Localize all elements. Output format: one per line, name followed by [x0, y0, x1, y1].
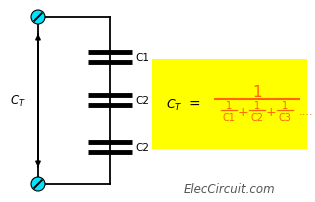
- Text: C1: C1: [223, 113, 235, 123]
- Circle shape: [31, 177, 45, 191]
- Circle shape: [31, 11, 45, 25]
- Bar: [152, 60, 307, 149]
- Text: ....: ....: [299, 107, 313, 117]
- Text: C2: C2: [135, 96, 149, 105]
- Text: +: +: [238, 105, 248, 118]
- Text: =: =: [188, 98, 200, 112]
- Text: +: +: [266, 105, 276, 118]
- Text: 1: 1: [226, 101, 232, 111]
- Text: ElecCircuit.com: ElecCircuit.com: [184, 183, 276, 196]
- Text: C3: C3: [278, 113, 291, 123]
- Text: 1: 1: [254, 101, 260, 111]
- Text: 1: 1: [282, 101, 288, 111]
- Text: C1: C1: [135, 53, 149, 63]
- Text: $C_T$: $C_T$: [10, 93, 26, 108]
- Text: 1: 1: [252, 84, 262, 99]
- Text: $C_T$: $C_T$: [166, 97, 183, 112]
- Text: C2: C2: [250, 113, 264, 123]
- Text: C2: C2: [135, 142, 149, 152]
